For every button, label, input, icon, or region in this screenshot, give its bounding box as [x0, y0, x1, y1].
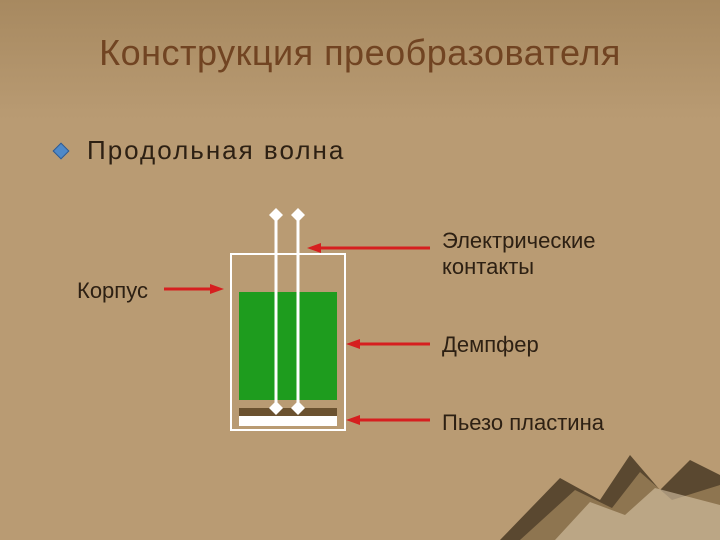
bottom-plate [239, 416, 337, 426]
arrow-damper [346, 339, 430, 349]
transducer-diagram [0, 0, 720, 540]
wire-right-top-diamond-icon [291, 208, 305, 222]
piezo-plate [239, 408, 337, 416]
arrow-korpus [164, 284, 224, 294]
arrow-contacts [307, 243, 430, 253]
gap-band [239, 400, 337, 408]
arrow-piezo [346, 415, 430, 425]
wire-left-top-diamond-icon [269, 208, 283, 222]
damper-block [239, 292, 337, 400]
